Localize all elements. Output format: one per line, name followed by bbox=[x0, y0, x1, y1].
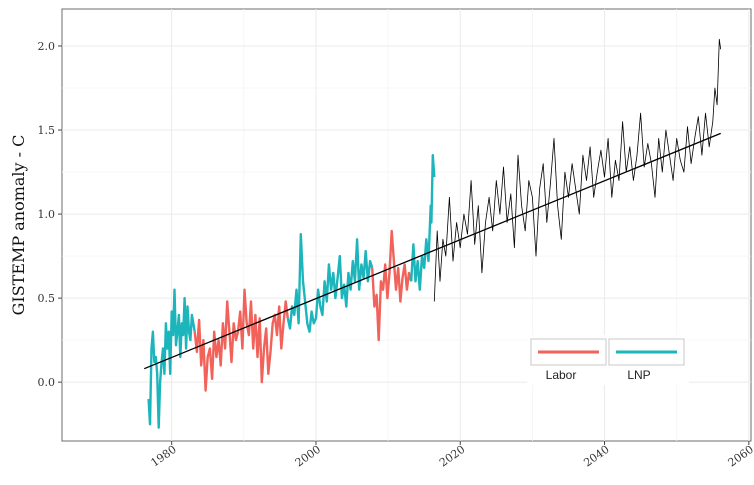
y-tick-label: 1.5 bbox=[38, 124, 56, 137]
x-axis-ticks: 1980 2000 2020 2040 2060 bbox=[148, 441, 754, 469]
y-tick-label: 0.5 bbox=[38, 292, 56, 305]
y-axis-title: GISTEMP anomaly - C bbox=[9, 135, 28, 316]
data-series bbox=[143, 38, 722, 429]
gridlines bbox=[62, 9, 751, 441]
y-tick-label: 0.0 bbox=[38, 376, 56, 389]
y-tick-label: 2.0 bbox=[38, 40, 56, 53]
x-tick-label: 2020 bbox=[437, 443, 467, 470]
series-line-lnp bbox=[147, 288, 196, 429]
series-line-labor bbox=[371, 229, 413, 342]
legend: Labor LNP bbox=[527, 335, 689, 385]
series-line-lnp bbox=[410, 153, 436, 291]
x-tick-label: 2060 bbox=[726, 443, 754, 470]
series-line-projection bbox=[433, 38, 722, 302]
x-tick-label: 2000 bbox=[293, 443, 323, 470]
series-line-trend bbox=[143, 132, 721, 370]
series-line-lnp bbox=[286, 232, 374, 333]
legend-label-labor: Labor bbox=[546, 368, 577, 382]
y-tick-label: 1.0 bbox=[38, 208, 56, 221]
y-axis-ticks: 0.0 0.5 1.0 1.5 2.0 bbox=[38, 40, 62, 389]
series-line-labor bbox=[193, 288, 289, 392]
x-tick-label: 2040 bbox=[581, 443, 611, 470]
legend-label-lnp: LNP bbox=[627, 368, 650, 382]
x-tick-label: 1980 bbox=[148, 443, 178, 470]
